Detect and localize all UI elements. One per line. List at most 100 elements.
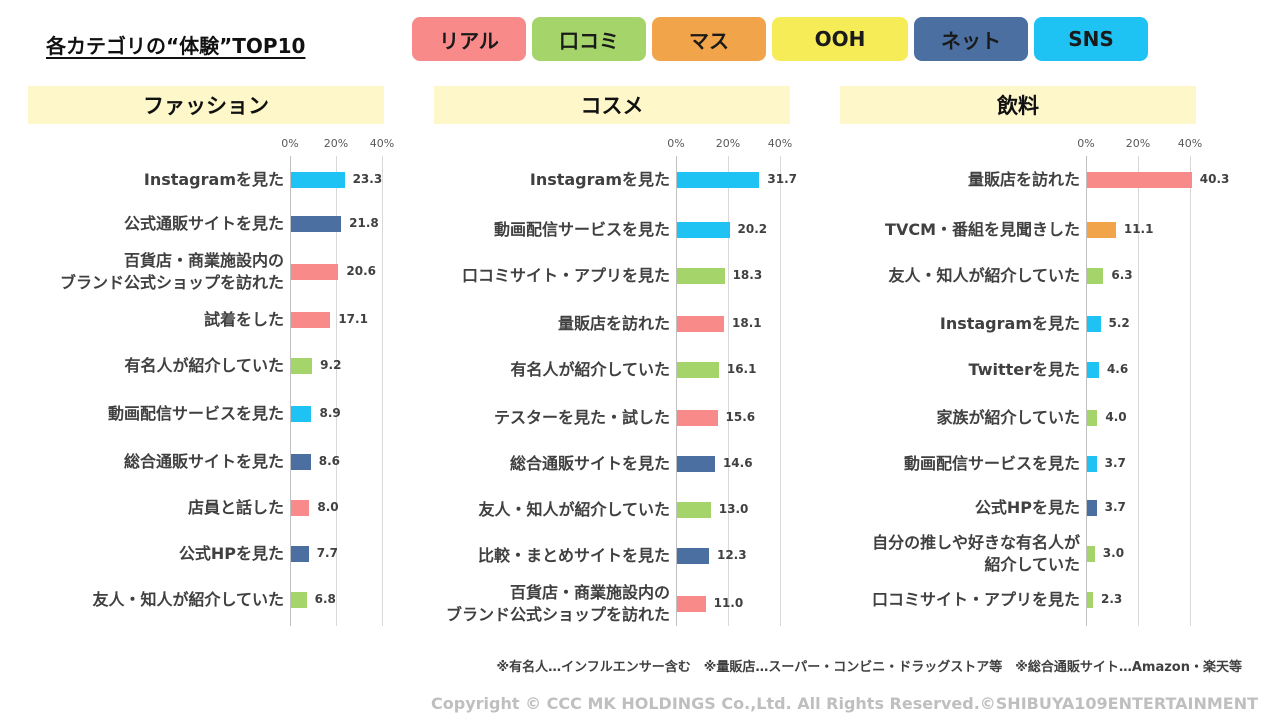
bar <box>291 172 345 188</box>
data-label: 40.3 <box>1199 172 1230 186</box>
category-label: 口コミサイト・アプリを見た <box>461 266 670 285</box>
chart-row: 百貨店・商業施設内の ブランド公式ショップを訪れた <box>434 582 678 626</box>
data-label: 11.0 <box>713 596 744 610</box>
axis-tick-label: 20% <box>323 137 349 150</box>
gridline <box>1190 156 1191 626</box>
axis-tick-label: 0% <box>1077 137 1095 150</box>
bar <box>1087 172 1192 188</box>
bar <box>291 546 309 562</box>
bar <box>1087 456 1097 472</box>
fashion-panel-title: ファッション <box>28 86 384 124</box>
category-label: 動画配信サービスを見た <box>107 404 284 423</box>
value-axis-line <box>290 156 291 626</box>
legend-item: ネット <box>914 17 1028 61</box>
chart-row: 公式HPを見た <box>840 486 1088 530</box>
chart-row: 有名人が紹介していた <box>28 344 292 388</box>
category-label: 自分の推しや好きな有名人が 紹介していた <box>872 533 1080 574</box>
bar <box>291 500 310 516</box>
gridline <box>728 156 729 626</box>
bar <box>1087 546 1095 562</box>
axis-tick-label: 0% <box>667 137 685 150</box>
category-label: 比較・まとめサイトを見た <box>477 546 670 565</box>
category-label: 総合通販サイトを見た <box>123 452 284 471</box>
chart-row: 公式通販サイトを見た <box>28 202 292 246</box>
data-label: 4.6 <box>1106 362 1129 376</box>
bar <box>291 312 331 328</box>
category-label: 量販店を訪れた <box>557 314 670 333</box>
data-label: 2.3 <box>1100 592 1123 606</box>
chart-row: Instagramを見た <box>434 158 678 202</box>
gridline <box>336 156 337 626</box>
data-label: 6.8 <box>314 592 336 606</box>
data-label: 6.3 <box>1111 268 1133 282</box>
category-label: 試着をした <box>203 310 284 329</box>
axis-tick-label: 40% <box>369 137 395 150</box>
legend-item: マス <box>652 17 766 61</box>
category-label: Instagramを見た <box>939 314 1080 333</box>
category-label: 友人・知人が紹介していた <box>478 500 670 519</box>
data-label: 12.3 <box>716 548 747 562</box>
data-label: 9.2 <box>320 358 342 372</box>
bar <box>1087 500 1097 516</box>
category-label: 公式通販サイトを見た <box>123 214 284 233</box>
data-label: 7.7 <box>316 546 338 560</box>
chart-row: 比較・まとめサイトを見た <box>434 534 678 578</box>
legend: リアル 口コミ マス OOH ネット SNS <box>412 17 1148 61</box>
category-label: Twitterを見た <box>968 360 1080 379</box>
bar <box>1087 316 1101 332</box>
bar <box>291 216 342 232</box>
category-label: 動画配信サービスを見た <box>493 220 670 239</box>
chart-row: 動画配信サービスを見た <box>840 442 1088 486</box>
chart-row: 公式HPを見た <box>28 532 292 576</box>
fashion-chart-panel: ファッション 0% 20% 40% Instagramを見た 23.3 公式通販サイトを見た… <box>28 86 448 646</box>
chart-row: 動画配信サービスを見た <box>28 392 292 436</box>
legend-item: SNS <box>1034 17 1148 61</box>
gridline <box>382 156 383 626</box>
data-label: 5.2 <box>1108 316 1130 330</box>
bar <box>291 358 313 374</box>
category-label: 友人・知人が紹介していた <box>92 590 284 609</box>
data-label: 20.2 <box>737 222 768 236</box>
footnotes: ※有名人…インフルエンサー含む ※量販店…スーパー・コンビニ・ドラッグストア等 … <box>496 660 1242 675</box>
category-label: 百貨店・商業施設内の ブランド公式ショップを訪れた <box>59 251 284 292</box>
category-label: 口コミサイト・アプリを見た <box>871 590 1080 609</box>
bar <box>1087 410 1098 426</box>
cosme-chart-panel: コスメ 0% 20% 40% Instagramを見た 31.7 動画配信サービスを見た 20… <box>434 86 854 646</box>
chart-row: 百貨店・商業施設内の ブランド公式ショップを訪れた <box>28 250 292 294</box>
category-label: 公式HPを見た <box>178 544 284 563</box>
copyright: Copyright © CCC MK HOLDINGS Co.,Ltd. All… <box>431 694 1258 713</box>
data-label: 14.6 <box>722 456 753 470</box>
category-label: 動画配信サービスを見た <box>903 454 1080 473</box>
category-label: 百貨店・商業施設内の ブランド公式ショップを訪れた <box>445 583 670 624</box>
bar <box>1087 222 1116 238</box>
data-label: 31.7 <box>767 172 798 186</box>
data-label: 13.0 <box>718 502 749 516</box>
data-label: 18.1 <box>732 316 762 330</box>
chart-row: 総合通販サイトを見た <box>434 442 678 486</box>
chart-row: 総合通販サイトを見た <box>28 440 292 484</box>
data-label: 16.1 <box>726 362 757 376</box>
bar <box>291 406 312 422</box>
bar <box>291 264 339 280</box>
category-label: 量販店を訪れた <box>967 170 1080 189</box>
bar <box>677 410 718 426</box>
chart-row: 試着をした <box>28 298 292 342</box>
chart-row: 自分の推しや好きな有名人が 紹介していた <box>840 532 1088 576</box>
legend-item: 口コミ <box>532 17 646 61</box>
chart-row: 友人・知人が紹介していた <box>434 488 678 532</box>
category-label: 有名人が紹介していた <box>124 356 284 375</box>
chart-row: 友人・知人が紹介していた <box>28 578 292 622</box>
data-label: 8.0 <box>317 500 339 514</box>
bar <box>677 548 709 564</box>
data-label: 3.7 <box>1104 500 1126 514</box>
gridline <box>1138 156 1139 626</box>
category-label: TVCM・番組を見聞きした <box>885 220 1080 239</box>
bar <box>677 596 706 612</box>
chart-row: 口コミサイト・アプリを見た <box>840 578 1088 622</box>
bar <box>677 172 760 188</box>
data-label: 20.6 <box>346 264 376 278</box>
bar <box>1087 592 1093 608</box>
chart-row: 有名人が紹介していた <box>434 348 678 392</box>
data-label: 18.3 <box>732 268 763 282</box>
chart-row: 友人・知人が紹介していた <box>840 254 1088 298</box>
